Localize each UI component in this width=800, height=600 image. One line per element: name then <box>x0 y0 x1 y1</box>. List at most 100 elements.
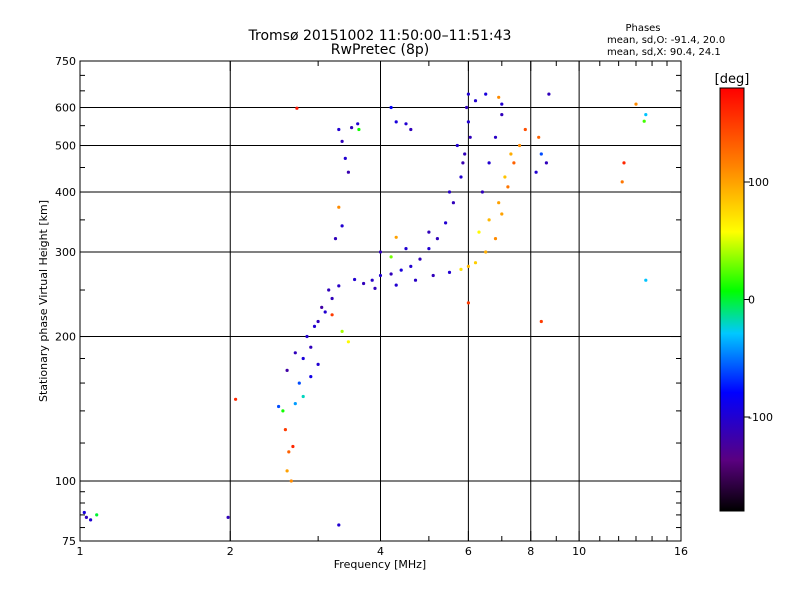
scatter-point <box>320 305 324 309</box>
scatter-point <box>353 277 357 282</box>
scatter-point <box>327 288 331 292</box>
scatter-point <box>427 230 431 234</box>
scatter-point <box>297 381 301 385</box>
scatter-point <box>295 106 299 110</box>
scatter-point <box>493 237 498 241</box>
scatter-point <box>500 102 504 106</box>
scatter-point <box>484 250 488 254</box>
scatter-point <box>547 92 551 96</box>
x-tick-label: 4 <box>377 545 384 558</box>
scatter-point <box>466 92 470 96</box>
scatter-point <box>459 175 463 179</box>
scatter-point <box>523 127 527 132</box>
scatter-point <box>642 119 646 123</box>
scatter-point <box>287 450 291 454</box>
scatter-point <box>333 237 338 241</box>
scatter-point <box>447 270 452 274</box>
scatter-point <box>537 135 541 139</box>
scatter-point <box>427 247 431 251</box>
y-tick-label: 500 <box>55 140 76 153</box>
scatter-point <box>509 152 513 156</box>
scatter-point <box>466 301 470 305</box>
scatter-point <box>477 230 481 234</box>
scatter-point <box>534 170 538 174</box>
y-tick-label: 300 <box>55 246 76 259</box>
scatter-point <box>473 99 478 103</box>
scatter-point <box>418 257 422 261</box>
scatter-point <box>413 278 418 282</box>
scatter-point <box>226 515 230 520</box>
y-tick-label: 600 <box>55 102 76 115</box>
phase-legend-o: mean, sd,O: -91.4, 20.0 <box>607 35 725 46</box>
scatter-point <box>340 329 344 333</box>
scatter-point <box>518 143 522 148</box>
colorbar-tick-label: -100 <box>748 411 773 424</box>
x-axis-label: Frequency [MHz] <box>334 558 426 571</box>
scatter-point <box>497 201 501 205</box>
scatter-point <box>340 139 344 143</box>
axis-ticks: 1 2 4 6 8 10 16 75 100 200 300 400 500 600 750 <box>55 55 688 558</box>
x-tick-label: 8 <box>527 545 534 558</box>
scatter-point <box>305 334 309 339</box>
scatter-point <box>444 221 448 225</box>
scatter-point <box>337 127 341 132</box>
scatter-point <box>378 250 383 254</box>
scatter-point <box>480 190 484 194</box>
scatter-point <box>373 286 377 290</box>
scatter-point <box>399 268 403 272</box>
scatter-point <box>466 264 470 268</box>
scatter-point <box>289 479 293 483</box>
colorbar-label: [deg] <box>715 72 750 87</box>
y-axis-label: Stationary phase Virtual Height [km] <box>37 200 50 402</box>
scatter-points <box>82 92 648 527</box>
phase-legend-title: Phases <box>625 23 660 34</box>
scatter-point <box>451 201 455 205</box>
scatter-point <box>644 278 648 282</box>
x-tick-label: 6 <box>465 545 472 558</box>
x-tick-label: 2 <box>227 545 234 558</box>
y-tick-label: 100 <box>55 475 76 488</box>
scatter-point <box>309 375 313 379</box>
scatter-point <box>459 267 463 271</box>
scatter-point <box>389 105 393 110</box>
scatter-point <box>285 469 289 473</box>
scatter-point <box>394 235 398 239</box>
scatter-point <box>389 272 393 276</box>
scatter-point <box>500 212 504 216</box>
scatter-point <box>312 324 317 328</box>
scatter-point <box>644 113 648 117</box>
scatter-point <box>484 92 488 96</box>
scatter-point <box>350 126 354 130</box>
plot-grid <box>80 61 681 541</box>
scatter-point <box>493 135 498 139</box>
scatter-point <box>473 261 478 265</box>
scatter-point <box>301 356 305 361</box>
scatter-point <box>455 143 459 148</box>
scatter-point <box>356 122 360 126</box>
scatter-point <box>409 127 413 132</box>
scatter-point <box>343 156 347 160</box>
colorbar-tick-label: 100 <box>748 176 769 189</box>
scatter-point <box>340 224 344 228</box>
scatter-point <box>316 362 320 366</box>
scatter-point <box>539 319 543 324</box>
scatter-point <box>378 273 383 278</box>
chart-title: Tromsø 20151002 11:50:00–11:51:43 <box>248 28 512 44</box>
scatter-point <box>435 237 439 241</box>
scatter-point <box>346 340 350 344</box>
scatter-point <box>389 255 393 259</box>
scatter-point <box>357 127 361 132</box>
y-tick-label: 75 <box>62 535 76 548</box>
scatter-point <box>337 523 341 527</box>
scatter-point <box>281 409 285 413</box>
scatter-point <box>277 404 281 409</box>
scatter-point <box>394 283 398 287</box>
scatter-point <box>291 444 295 449</box>
scatter-point <box>309 345 313 349</box>
colorbar-ticks: -100 0 100 <box>744 176 773 424</box>
scatter-point <box>622 161 626 165</box>
scatter-point <box>84 515 88 520</box>
scatter-point <box>293 351 297 355</box>
scatter-point <box>346 170 350 174</box>
